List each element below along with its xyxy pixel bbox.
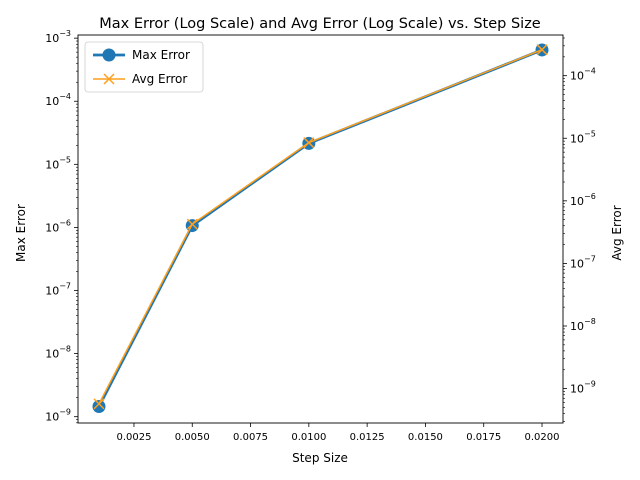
- y-tick-label: 10−7: [570, 254, 596, 270]
- y-tick-label: 10−5: [570, 129, 596, 145]
- y-tick-label: 10−8: [570, 317, 596, 333]
- x-tick-label: 0.0050: [175, 432, 210, 443]
- y-axis-left: 10−9 10−8 10−7 10−6 10−5 10−4 10−3: [45, 29, 78, 424]
- y-tick-label: 10−9: [45, 408, 71, 424]
- y-tick-label: 10−3: [45, 29, 71, 45]
- y-tick-label: 10−8: [45, 345, 71, 361]
- legend-max-error-marker: [102, 48, 116, 62]
- series-avg-error-point: [536, 44, 548, 56]
- y-axis-left-label: Max Error: [14, 204, 28, 262]
- x-axis: 0.0025 0.0050 0.0075 0.0100 0.0125 0.0150 0.01…: [116, 423, 560, 443]
- y-axis-right: 10−9 10−8 10−7 10−6 10−5 10−4: [563, 37, 596, 422]
- x-tick-label: 0.0025: [116, 432, 151, 443]
- x-tick-label: 0.0200: [525, 432, 560, 443]
- legend: Max Error Avg Error: [84, 41, 204, 93]
- x-tick-label: 0.0150: [408, 432, 443, 443]
- x-axis-label: Step Size: [292, 451, 348, 465]
- x-tick-label: 0.0075: [233, 432, 268, 443]
- y-tick-label: 10−7: [45, 282, 71, 298]
- x-mark-stroke: [536, 44, 548, 56]
- series-max-error-point: [92, 400, 106, 414]
- x-tick-label: 0.0175: [466, 432, 501, 443]
- x-mark-stroke: [186, 218, 198, 230]
- y-tick-label: 10−6: [45, 218, 71, 234]
- y-tick-label: 10−4: [570, 67, 596, 83]
- x-mark-stroke: [93, 398, 105, 410]
- series-avg-error-point: [93, 398, 105, 410]
- x-tick-label: 0.0125: [350, 432, 385, 443]
- series-layer: [92, 43, 549, 414]
- plot-frame: [77, 34, 564, 424]
- x-tick-label: 0.0100: [291, 432, 326, 443]
- series-avg-error-point: [303, 137, 315, 149]
- x-mark-stroke: [303, 137, 315, 149]
- legend-avg-error-label: Avg Error: [132, 72, 187, 86]
- y-tick-label: 10−6: [570, 192, 596, 208]
- series-avg-error-point: [186, 218, 198, 230]
- plot-area: [77, 34, 564, 424]
- y-tick-label: 10−5: [45, 155, 71, 171]
- series-max-error-line: [97, 48, 543, 408]
- legend-max-error-label: Max Error: [132, 48, 190, 62]
- y-axis-right-label: Avg Error: [610, 205, 624, 260]
- y-tick-label: 10−9: [570, 380, 596, 396]
- series-avg-error-line: [98, 49, 543, 405]
- y-tick-label: 10−4: [45, 92, 71, 108]
- chart-title: Max Error (Log Scale) and Avg Error (Log…: [99, 16, 541, 32]
- legend-avg-error-marker: [103, 73, 115, 85]
